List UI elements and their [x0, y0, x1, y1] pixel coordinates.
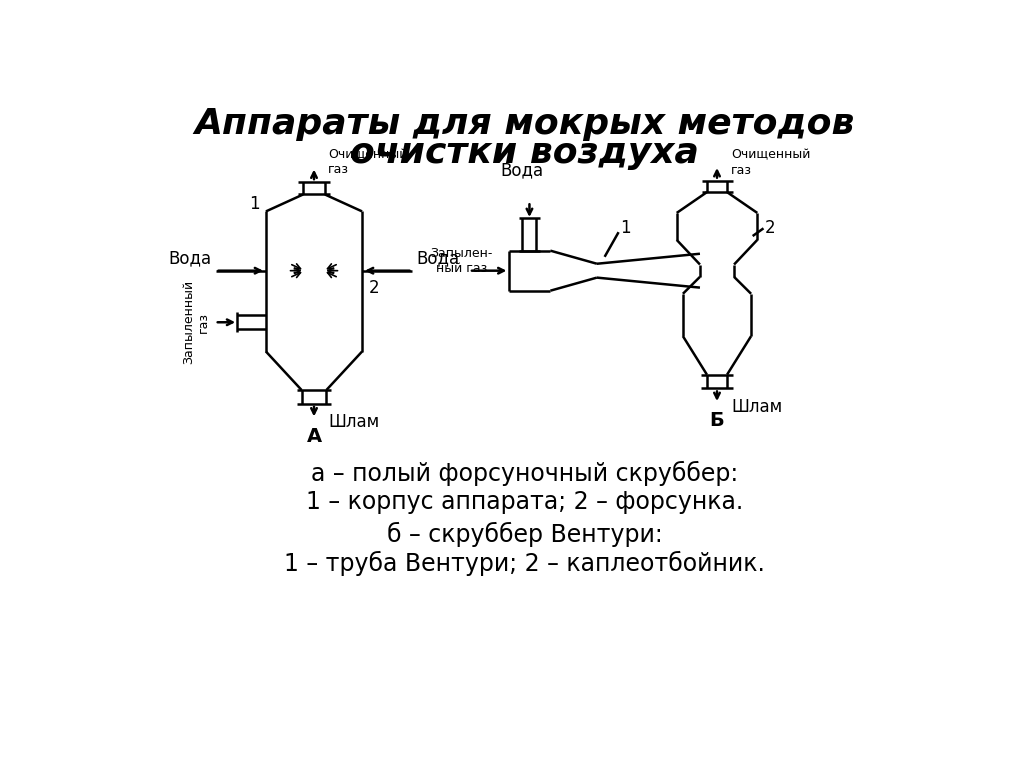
Text: 2: 2: [369, 278, 379, 297]
Text: 1 – труба Вентури; 2 – каплеотбойник.: 1 – труба Вентури; 2 – каплеотбойник.: [285, 551, 765, 576]
Text: б – скруббер Вентури:: б – скруббер Вентури:: [387, 522, 663, 548]
Text: 1: 1: [621, 219, 631, 237]
Text: Очищенный
газ: Очищенный газ: [731, 149, 810, 176]
Text: Вода: Вода: [169, 249, 212, 268]
Text: Запылен-
ный газ: Запылен- ный газ: [430, 248, 493, 275]
Text: 1 – корпус аппарата; 2 – форсунка.: 1 – корпус аппарата; 2 – форсунка.: [306, 489, 743, 514]
Text: Вода: Вода: [500, 162, 544, 179]
Text: Шлам: Шлам: [731, 398, 782, 416]
Text: 2: 2: [765, 219, 775, 237]
Text: Очищенный
газ: Очищенный газ: [328, 148, 408, 176]
Text: Аппараты для мокрых методов: Аппараты для мокрых методов: [195, 107, 855, 141]
Text: А: А: [306, 426, 322, 446]
Text: Б: Б: [710, 411, 724, 430]
Text: 1: 1: [249, 195, 260, 212]
Text: Шлам: Шлам: [328, 413, 379, 431]
Text: очистки воздуха: очистки воздуха: [350, 136, 699, 170]
Text: а – полый форсуночный скруббер:: а – полый форсуночный скруббер:: [311, 461, 738, 486]
Text: Запыленный
газ: Запыленный газ: [182, 280, 210, 364]
Text: Вода: Вода: [417, 249, 460, 268]
